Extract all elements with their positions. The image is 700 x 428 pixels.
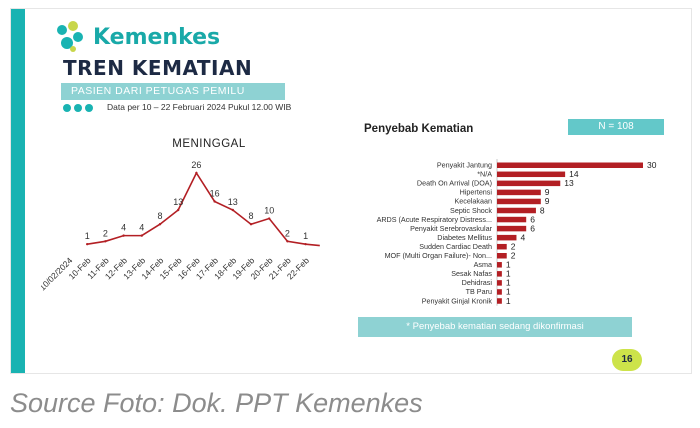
- dots-decoration: [63, 104, 96, 112]
- page-title: TREN KEMATIAN: [63, 56, 253, 80]
- bar: [497, 289, 502, 295]
- bar-value-label: 13: [564, 178, 574, 188]
- bar-value-label: 1: [506, 296, 511, 306]
- bar-value-label: 4: [520, 232, 525, 242]
- bar-category-label: Penyakit Jantung: [437, 161, 492, 170]
- dot-icon: [74, 104, 82, 112]
- bar-category-label: Septic Shock: [450, 206, 492, 215]
- bar-value-label: 1: [506, 287, 511, 297]
- bar-category-label: Kecelakaan: [454, 197, 492, 206]
- bar-category-label: TB Paru: [466, 287, 492, 296]
- bar: [497, 180, 561, 187]
- line-chart-title: MENINGGAL: [172, 138, 246, 150]
- bar: [497, 243, 507, 250]
- data-label: 1: [303, 231, 308, 241]
- bar-value-label: 1: [506, 269, 511, 279]
- line-point: [158, 223, 162, 226]
- page-number-badge: 16: [612, 349, 642, 371]
- bar-category-label: Penyakit Ginjal Kronik: [422, 296, 493, 305]
- bar-value-label: 1: [506, 260, 511, 270]
- bar-category-label: Death On Arrival (DOA): [417, 179, 492, 188]
- data-label: 2: [103, 228, 108, 238]
- bar: [497, 216, 527, 223]
- data-label: 16: [210, 188, 220, 198]
- line-point: [86, 242, 89, 246]
- data-label: 2: [285, 228, 290, 238]
- footnote-box: * Penyebab kematian sedang dikonfirmasi: [358, 317, 632, 337]
- bar: [497, 280, 502, 286]
- data-label: 4: [139, 223, 144, 233]
- bar-value-label: 1: [506, 278, 511, 288]
- data-label: 4: [121, 223, 126, 233]
- data-label: 13: [173, 197, 183, 207]
- bar-value-label: 30: [647, 160, 657, 170]
- bar: [497, 162, 643, 168]
- kemenkes-logo-icon: [57, 21, 83, 52]
- line-point: [249, 223, 253, 226]
- line-point: [122, 234, 125, 237]
- page-subtitle: PASIEN DARI PETUGAS PEMILU: [61, 83, 285, 100]
- bar-value-label: 6: [530, 223, 535, 233]
- data-label: 8: [157, 211, 162, 221]
- bar: [497, 262, 502, 268]
- bar: [497, 207, 536, 214]
- bar-category-label: Sesak Nafas: [451, 269, 492, 278]
- bar: [497, 198, 541, 205]
- line-point: [104, 240, 107, 243]
- bar-category-label: Diabetes Mellitus: [437, 233, 492, 242]
- bar-category-label: Dehidrasi: [462, 278, 493, 287]
- bar: [497, 189, 541, 196]
- data-label: 8: [248, 211, 253, 221]
- bar: [497, 253, 507, 259]
- data-label: 1: [85, 231, 90, 241]
- line-point: [231, 208, 234, 212]
- slide: Kemenkes TREN KEMATIAN PASIEN DARI PETUG…: [10, 8, 692, 374]
- line-point: [286, 240, 289, 243]
- bar: [497, 234, 517, 241]
- bar-value-label: 2: [511, 241, 516, 251]
- bar-value-label: 6: [530, 214, 535, 224]
- bar: [497, 225, 527, 232]
- line-point: [177, 208, 180, 212]
- bar-category-label: Sudden Cardiac Death: [419, 242, 492, 251]
- dot-icon: [85, 104, 93, 112]
- data-label: 13: [228, 197, 238, 207]
- bar-value-label: 2: [511, 251, 516, 261]
- bar-category-label: ARDS (Acute Respiratory Distress...: [377, 215, 492, 224]
- line-point: [268, 217, 271, 220]
- bar: [497, 298, 502, 304]
- photo-caption: Source Foto: Dok. PPT Kemenkes: [10, 388, 423, 418]
- accent-bar: [11, 9, 25, 373]
- kemenkes-logo: Kemenkes: [53, 19, 220, 55]
- bar-category-label: Penyakit Serebrovaskular: [410, 224, 493, 233]
- bar-category-label: *N/A: [477, 170, 492, 179]
- bar: [497, 171, 566, 178]
- bar-chart-title: Penyebab Kematian: [364, 123, 474, 135]
- bar-category-label: MOF (Multi Organ Failure)- Non...: [385, 251, 492, 260]
- series-line: [87, 171, 320, 247]
- date-note: Data per 10 – 22 Februari 2024 Pukul 12.…: [107, 102, 292, 112]
- bar: [497, 271, 502, 277]
- bar-category-label: Asma: [474, 260, 492, 269]
- bar-value-label: 14: [569, 169, 579, 179]
- bar-value-label: 9: [545, 187, 550, 197]
- line-point: [213, 200, 216, 203]
- bar-category-label: Hipertensi: [460, 188, 493, 197]
- n-badge: N = 108: [568, 119, 664, 135]
- bar-value-label: 9: [545, 196, 550, 206]
- dot-icon: [63, 104, 71, 112]
- bar-value-label: 8: [540, 205, 545, 215]
- line-point: [304, 242, 307, 246]
- data-label: 10: [264, 206, 274, 216]
- line-point: [140, 234, 143, 237]
- line-point: [195, 171, 198, 175]
- data-label: 26: [191, 160, 201, 170]
- logo-text: Kemenkes: [93, 24, 221, 50]
